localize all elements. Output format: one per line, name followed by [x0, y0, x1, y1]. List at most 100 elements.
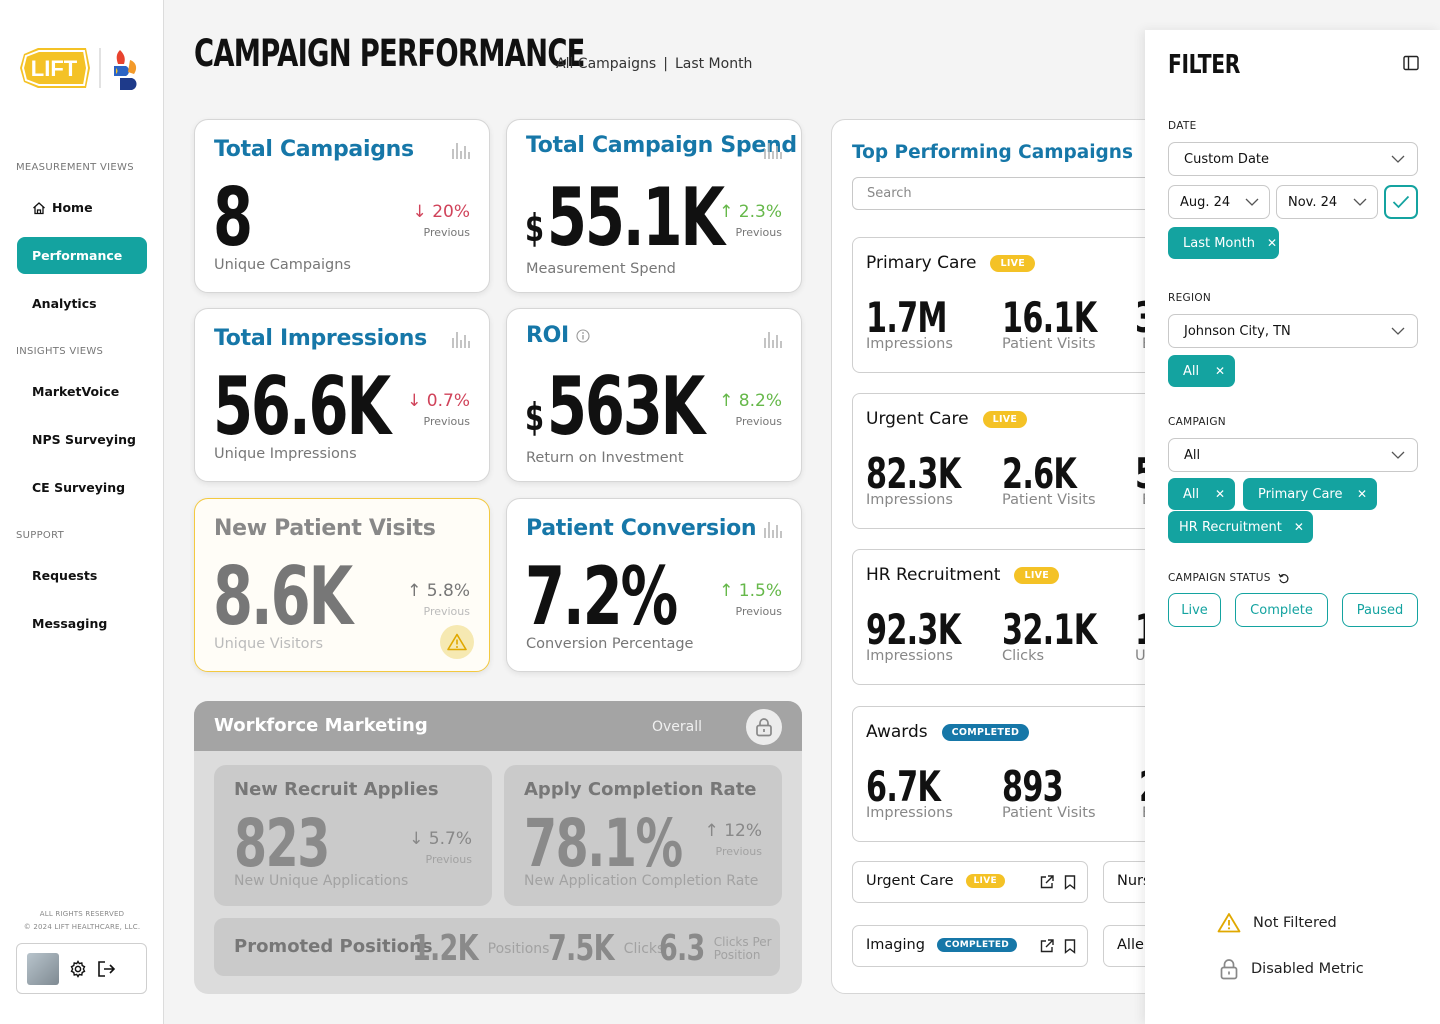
logout-icon[interactable] — [97, 960, 117, 978]
metric-label: Unique Campaigns — [214, 257, 351, 273]
sidebar-item-home[interactable]: Home — [17, 189, 147, 226]
region-chip[interactable]: All ✕ — [1168, 355, 1235, 387]
arrow-up-icon: ↑ — [407, 581, 427, 601]
bookmark-icon[interactable] — [1062, 874, 1078, 890]
close-icon[interactable]: ✕ — [1214, 487, 1225, 501]
status-live-button[interactable]: Live — [1168, 593, 1221, 627]
card-total-impressions[interactable]: Total Impressions 56.6K ↓ 0.7% Previous … — [194, 308, 490, 482]
close-icon[interactable]: ✕ — [1266, 236, 1278, 250]
campaign-card[interactable]: Awards COMPLETED 6.7K Impressions 893 Pat… — [852, 706, 1170, 842]
date-to-select[interactable]: Nov. 24 — [1276, 185, 1378, 219]
visits-label: Patient Visits — [1002, 805, 1096, 821]
reset-icon[interactable] — [1278, 572, 1290, 584]
close-icon[interactable]: ✕ — [1293, 520, 1304, 534]
apply-date-button[interactable] — [1384, 185, 1418, 219]
info-icon[interactable] — [576, 329, 590, 343]
impressions-label: Impressions — [866, 648, 953, 664]
card-total-spend[interactable]: Total Campaign Spend $55.1K ↑ 2.3% Previ… — [506, 119, 802, 293]
campaign-chip[interactable]: Primary Care ✕ — [1243, 478, 1377, 510]
metric-label: New Application Completion Rate — [524, 873, 759, 889]
visits-value: 893 — [1002, 762, 1064, 811]
campaign-card[interactable]: HR Recruitment LIVE 92.3K Impressions 32.… — [852, 549, 1170, 685]
status-complete-button[interactable]: Complete — [1235, 593, 1328, 627]
campaign-mini-card[interactable]: Imaging COMPLETED — [852, 925, 1088, 967]
campaign-mini-card[interactable]: Urgent Care LIVE — [852, 861, 1088, 903]
avatar[interactable] — [27, 952, 59, 985]
previous-label: Previous — [425, 853, 473, 866]
chip-label: All — [1183, 486, 1200, 502]
date-chip[interactable]: Last Month ✕ — [1168, 227, 1279, 259]
card-apply-completion-rate: Apply Completion Rate 78.1% ↑ 12% Previo… — [504, 765, 782, 906]
bar-chart-icon[interactable] — [451, 330, 471, 348]
page-title: CAMPAIGN PERFORMANCE — [194, 32, 585, 75]
lock-icon[interactable] — [746, 709, 782, 745]
external-link-icon[interactable] — [1039, 874, 1055, 890]
sidebar-item-marketvoice[interactable]: MarketVoice — [17, 373, 147, 410]
gear-icon[interactable] — [69, 959, 87, 978]
date-from-select[interactable]: Aug. 24 — [1168, 185, 1270, 219]
lift-logo[interactable]: LIFT — [20, 44, 142, 92]
campaign-mini-card[interactable]: Aller — [1103, 925, 1170, 967]
change-value: ↑ 8.2% — [719, 391, 782, 411]
campaign-card[interactable]: Urgent Care LIVE 82.3K Impressions 2.6K P… — [852, 393, 1170, 529]
clicks-value: 7.5K — [548, 928, 615, 969]
sidebar-item-nps[interactable]: NPS Surveying — [17, 421, 147, 458]
change-percent: 5.7% — [428, 829, 472, 849]
campaign-name: Awards COMPLETED — [866, 722, 1030, 742]
previous-label: Previous — [735, 226, 783, 239]
chip-label: HR Recruitment — [1179, 519, 1282, 535]
region-label: REGION — [1168, 292, 1212, 304]
metric-value: 7.2% — [525, 550, 678, 643]
cpp-unit-1: Clicks Per — [713, 934, 772, 949]
visits-value: 2.6K — [1002, 449, 1077, 498]
promoted-positions-row: Promoted Positions 1.2K Positions 7.5K Cli… — [214, 918, 780, 976]
sidebar-item-requests[interactable]: Requests — [17, 557, 147, 594]
range-label[interactable]: Last Month — [674, 56, 753, 72]
metric-label: New Unique Applications — [234, 873, 409, 889]
card-title-text: ROI — [526, 323, 569, 348]
visits-label: Patient Visits — [1002, 336, 1096, 352]
campaign-chip[interactable]: HR Recruitment ✕ — [1168, 511, 1313, 543]
change-percent: 20% — [432, 202, 470, 222]
currency-symbol: $ — [525, 206, 545, 250]
campaign-name: Aller — [1117, 937, 1150, 953]
card-patient-conversion[interactable]: Patient Conversion 7.2% ↑ 1.5% Previous … — [506, 498, 802, 672]
campaign-card[interactable]: Primary Care LIVE 1.7M Impressions 16.1K … — [852, 237, 1170, 373]
sidebar-item-ce[interactable]: CE Surveying — [17, 469, 147, 506]
campaign-name-text: Urgent Care — [866, 873, 954, 889]
impressions-label: Impressions — [866, 336, 953, 352]
status-badge: LIVE — [990, 254, 1036, 272]
metric-label: Unique Impressions — [214, 446, 357, 462]
campaign-select[interactable]: All — [1168, 438, 1418, 472]
sidebar-item-messaging[interactable]: Messaging — [17, 605, 147, 642]
clicks-label: Clicks — [1002, 648, 1045, 664]
bar-chart-icon[interactable] — [763, 520, 783, 538]
scope-label[interactable]: All Campaigns — [556, 56, 657, 72]
card-roi[interactable]: ROI $563K ↑ 8.2% Previous Return on Inve… — [506, 308, 802, 482]
cpp-value: 6.3 — [659, 928, 705, 969]
warning-icon[interactable] — [440, 625, 474, 659]
sidebar-item-label: Analytics — [32, 296, 97, 311]
close-icon[interactable]: ✕ — [1356, 487, 1367, 501]
region-select[interactable]: Johnson City, TN — [1168, 314, 1418, 348]
panel-toggle-icon[interactable] — [1403, 55, 1419, 71]
card-total-campaigns[interactable]: Total Campaigns 8 ↓ 20% Previous Unique … — [194, 119, 490, 293]
search-input[interactable]: Search — [852, 177, 1170, 210]
bar-chart-icon[interactable] — [763, 330, 783, 348]
arrow-down-icon: ↓ — [409, 829, 429, 849]
bar-chart-icon[interactable] — [451, 141, 471, 159]
campaign-chip[interactable]: All ✕ — [1168, 478, 1235, 510]
campaign-name-text: Primary Care — [866, 253, 977, 273]
card-new-patient-visits[interactable]: New Patient Visits 8.6K ↑ 5.8% Previous … — [194, 498, 490, 672]
bar-chart-icon[interactable] — [763, 141, 783, 159]
close-icon[interactable]: ✕ — [1214, 364, 1225, 378]
bookmark-icon[interactable] — [1062, 938, 1078, 954]
external-link-icon[interactable] — [1039, 938, 1055, 954]
status-paused-button[interactable]: Paused — [1342, 593, 1418, 627]
date-select[interactable]: Custom Date — [1168, 142, 1418, 176]
status-label-text: CAMPAIGN STATUS — [1168, 572, 1271, 584]
card-title: Total Campaigns — [214, 137, 414, 162]
sidebar-item-analytics[interactable]: Analytics — [17, 285, 147, 322]
campaign-mini-card[interactable]: Nurs — [1103, 861, 1170, 903]
sidebar-item-performance[interactable]: Performance — [17, 237, 147, 274]
